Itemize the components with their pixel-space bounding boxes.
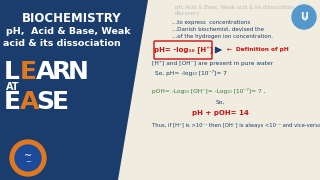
Text: ~: ~	[24, 151, 32, 161]
Circle shape	[15, 145, 41, 171]
Text: [H⁺] and [OH⁻] are present in pure water: [H⁺] and [OH⁻] are present in pure water	[152, 61, 273, 66]
Text: ...Danish biochemist, devised the: ...Danish biochemist, devised the	[172, 27, 264, 32]
Text: ~: ~	[25, 159, 31, 165]
Text: ...to express  concentrations: ...to express concentrations	[172, 20, 250, 25]
Text: So,: So,	[215, 100, 225, 105]
Text: R: R	[52, 60, 71, 84]
Text: acid & its dissociation: acid & its dissociation	[3, 39, 121, 48]
Text: Thus, if [H⁺] is >10⁻⁷ then [OH⁻] is always <10⁻⁷ and vice-versa: Thus, if [H⁺] is >10⁻⁷ then [OH⁻] is alw…	[152, 123, 320, 128]
FancyBboxPatch shape	[154, 41, 212, 59]
Text: ←  Definition of pH: ← Definition of pH	[227, 48, 289, 53]
Circle shape	[10, 140, 46, 176]
Text: pH= -log₁₀ [H⁺]: pH= -log₁₀ [H⁺]	[154, 46, 212, 54]
Polygon shape	[0, 0, 148, 180]
Text: E: E	[52, 90, 69, 114]
Text: N: N	[68, 60, 89, 84]
Text: E: E	[4, 90, 21, 114]
Text: AT: AT	[6, 82, 20, 92]
Circle shape	[292, 5, 316, 29]
Text: discovery: discovery	[175, 11, 200, 16]
Text: BIOCHEMISTRY: BIOCHEMISTRY	[22, 12, 122, 25]
Text: So, pH= -log₁₀ [10⁻⁷]= 7: So, pH= -log₁₀ [10⁻⁷]= 7	[155, 70, 227, 76]
Text: S: S	[36, 90, 54, 114]
Text: pH + pOH= 14: pH + pOH= 14	[192, 110, 248, 116]
Text: pH,  Acid & Base, Weak: pH, Acid & Base, Weak	[6, 27, 130, 36]
Text: ...of the hydrogen ion concentration.: ...of the hydrogen ion concentration.	[172, 34, 273, 39]
Text: |: |	[303, 15, 305, 21]
Text: A: A	[20, 90, 39, 114]
Text: L: L	[4, 60, 20, 84]
Text: pOH= -Log₁₀ [OH⁻]= -Log₁₀ [10⁻⁷]= 7 ,: pOH= -Log₁₀ [OH⁻]= -Log₁₀ [10⁻⁷]= 7 ,	[152, 88, 266, 94]
Text: pH, Acid & Base, Weak acid & its dissociation: pH, Acid & Base, Weak acid & its dissoci…	[175, 5, 294, 10]
Text: U: U	[300, 12, 308, 22]
Text: A: A	[36, 60, 55, 84]
Text: E: E	[20, 60, 37, 84]
